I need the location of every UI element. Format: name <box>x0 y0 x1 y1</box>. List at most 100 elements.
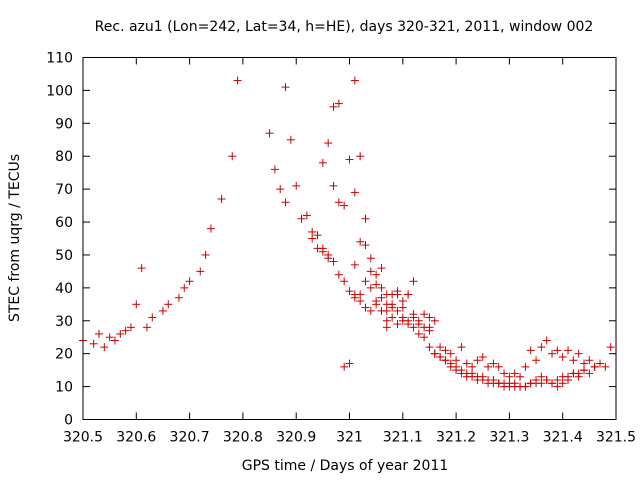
data-point <box>553 376 562 385</box>
y-axis-label: STEC from uqrg / TECUs <box>7 154 23 322</box>
data-point <box>158 306 167 315</box>
data-point <box>94 329 103 338</box>
x-tick-label: 320.6 <box>116 430 156 446</box>
data-point <box>446 362 455 371</box>
x-tick-label: 321.2 <box>436 430 476 446</box>
data-point <box>441 356 450 365</box>
data-point <box>409 323 418 332</box>
data-point <box>276 185 285 194</box>
data-point <box>478 352 487 361</box>
data-point <box>553 346 562 355</box>
data-point <box>516 372 525 381</box>
data-point <box>324 139 333 148</box>
data-point <box>137 264 146 273</box>
data-point <box>340 201 349 210</box>
data-point <box>372 270 381 279</box>
data-point <box>537 343 546 352</box>
data-point <box>393 320 402 329</box>
data-point <box>148 313 157 322</box>
data-point <box>580 366 589 375</box>
data-point <box>324 250 333 259</box>
data-point <box>398 297 407 306</box>
data-point <box>388 290 397 299</box>
data-point <box>388 303 397 312</box>
data-point <box>542 376 551 385</box>
x-tick-label: 321.3 <box>489 430 529 446</box>
x-tick-label: 320.5 <box>63 430 103 446</box>
data-point <box>409 310 418 319</box>
data-point <box>350 76 359 85</box>
data-point <box>281 83 290 92</box>
data-point <box>398 313 407 322</box>
data-point <box>334 99 343 108</box>
data-point <box>420 333 429 342</box>
data-point <box>414 316 423 325</box>
data-point <box>441 346 450 355</box>
data-point <box>297 214 306 223</box>
data-point <box>366 254 375 263</box>
data-point <box>340 277 349 286</box>
data-point <box>350 188 359 197</box>
data-point <box>606 343 615 352</box>
data-point <box>409 277 418 286</box>
data-point <box>366 283 375 292</box>
data-point <box>526 346 535 355</box>
data-point <box>590 362 599 371</box>
y-tick-label: 40 <box>55 281 73 297</box>
data-point <box>574 369 583 378</box>
data-point <box>121 326 130 335</box>
data-point <box>196 267 205 276</box>
data-point <box>500 369 509 378</box>
data-point <box>473 356 482 365</box>
data-point <box>201 250 210 259</box>
data-point <box>382 300 391 309</box>
data-point <box>105 333 114 342</box>
data-point <box>478 376 487 385</box>
y-tick-label: 80 <box>55 149 73 165</box>
data-point <box>457 369 466 378</box>
data-point <box>350 293 359 302</box>
data-point <box>569 356 578 365</box>
data-point <box>446 349 455 358</box>
data-point <box>345 287 354 296</box>
x-tick-label: 320.9 <box>276 430 316 446</box>
y-tick-label: 100 <box>46 83 73 99</box>
data-point <box>361 214 370 223</box>
data-point <box>334 270 343 279</box>
data-point <box>281 198 290 207</box>
data-point <box>393 287 402 296</box>
data-point <box>313 231 322 240</box>
data-point <box>345 359 354 368</box>
x-tick-label: 321.1 <box>383 430 423 446</box>
data-point <box>174 293 183 302</box>
y-tick-label: 10 <box>55 380 73 396</box>
data-point <box>510 369 519 378</box>
data-point <box>356 152 365 161</box>
data-point <box>484 362 493 371</box>
data-point <box>132 300 141 309</box>
data-point <box>382 323 391 332</box>
data-point <box>585 369 594 378</box>
data-point <box>292 181 301 190</box>
data-point <box>228 152 237 161</box>
data-point <box>334 198 343 207</box>
data-point <box>233 76 242 85</box>
data-point <box>356 290 365 299</box>
data-point <box>116 329 125 338</box>
chart-title: Rec. azu1 (Lon=242, Lat=34, h=HE), days … <box>95 19 594 35</box>
data-point <box>537 379 546 388</box>
data-point <box>414 329 423 338</box>
y-axis: 0 10 20 30 40 50 60 70 80 90 100 110 <box>46 51 616 429</box>
data-point <box>542 336 551 345</box>
data-point <box>393 306 402 315</box>
data-point <box>110 336 119 345</box>
y-tick-label: 0 <box>64 413 73 429</box>
data-point <box>548 349 557 358</box>
data-point <box>302 211 311 220</box>
data-point <box>366 306 375 315</box>
data-point <box>452 366 461 375</box>
data-point <box>361 303 370 312</box>
data-point <box>430 349 439 358</box>
data-point <box>436 352 445 361</box>
